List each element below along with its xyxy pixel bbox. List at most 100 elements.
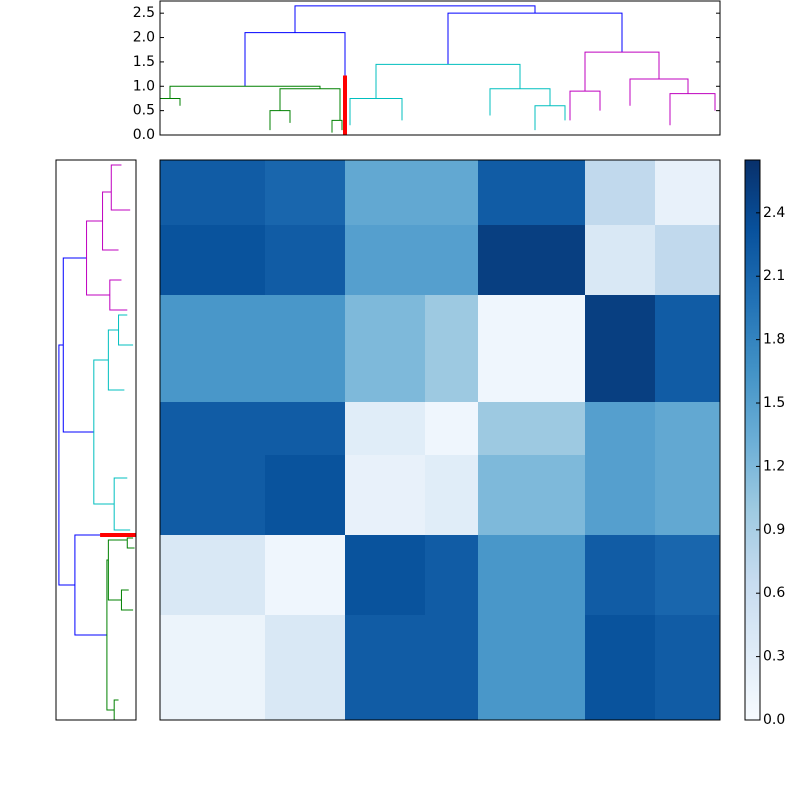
dendrogram-link xyxy=(584,51,660,92)
heatmap-cell xyxy=(478,295,586,403)
dendrogram-link xyxy=(74,534,107,636)
colorbar-tick-label: 1.5 xyxy=(763,395,785,411)
dendrogram-link xyxy=(269,110,291,131)
heatmap-cell xyxy=(478,615,586,721)
heatmap-cell xyxy=(345,225,426,296)
heatmap-frame xyxy=(159,159,721,721)
heatmap-cell xyxy=(160,402,266,456)
y-tick-label: 1.5 xyxy=(133,54,155,70)
heatmap-cell xyxy=(425,295,479,403)
dendrogram-link xyxy=(58,344,75,586)
colorbar-tick-label: 0.3 xyxy=(763,649,785,665)
heatmap-cell xyxy=(585,535,656,616)
y-tick-label: 0.0 xyxy=(133,127,155,143)
heatmap-cell xyxy=(160,225,266,296)
dendrogram-link xyxy=(375,63,521,99)
heatmap-cell xyxy=(478,402,586,456)
heatmap-cell xyxy=(425,160,479,226)
dendrogram-link xyxy=(669,93,716,126)
colorbar-tick-label: 0.0 xyxy=(763,712,785,728)
dendrogram-link xyxy=(489,88,551,116)
heatmap-cell xyxy=(160,160,266,226)
heatmap-cell xyxy=(425,225,479,296)
dendrogram-link xyxy=(331,119,343,133)
dendrogram-link xyxy=(120,589,134,611)
heatmap-cell xyxy=(265,615,346,721)
y-tick-label: 0.5 xyxy=(133,103,155,119)
dendrogram-frame xyxy=(159,0,721,136)
heatmap-cell xyxy=(585,225,656,296)
heatmap-cell xyxy=(160,615,266,721)
heatmap-cell xyxy=(160,455,266,536)
heatmap-cell xyxy=(478,225,586,296)
dendrogram-link xyxy=(110,164,131,211)
colorbar-tick-label: 0.6 xyxy=(763,585,785,601)
colorbar-tick-label: 2.4 xyxy=(763,205,785,221)
dendrogram-link xyxy=(343,75,347,135)
dendrogram-link xyxy=(106,559,115,711)
heatmap-cell xyxy=(425,535,479,616)
dendrogram-link xyxy=(62,257,94,433)
dendrogram-link xyxy=(86,220,110,296)
dendrogram-link xyxy=(100,533,136,537)
heatmap-cell xyxy=(160,535,266,616)
heatmap-cell xyxy=(265,535,346,616)
heatmap-cell xyxy=(345,615,426,721)
heatmap-cell xyxy=(655,225,721,296)
dendrogram-link xyxy=(113,477,131,531)
heatmap-cell xyxy=(265,160,346,226)
heatmap-cell xyxy=(265,295,346,403)
heatmap-cell xyxy=(585,160,656,226)
heatmap-cell xyxy=(265,402,346,456)
heatmap-cell xyxy=(265,225,346,296)
heatmap-cell xyxy=(655,160,721,226)
dendrogram-frame xyxy=(55,159,137,721)
dendrogram-link xyxy=(169,85,321,99)
heatmap-cell xyxy=(345,535,426,616)
heatmap-cell xyxy=(425,455,479,536)
dendrogram-link xyxy=(109,279,128,311)
heatmap-cell xyxy=(585,455,656,536)
dendrogram-link xyxy=(118,314,134,346)
dendrogram-link xyxy=(294,5,536,33)
dendrogram-link xyxy=(349,97,403,126)
dendrogram-link xyxy=(279,88,341,121)
y-tick-label: 1.0 xyxy=(133,78,155,94)
dendrogram-link xyxy=(113,699,131,721)
heatmap-cell xyxy=(585,615,656,721)
dendrogram-link xyxy=(534,105,566,131)
heatmap-cell xyxy=(345,160,426,226)
heatmap-cell xyxy=(655,295,721,403)
heatmap-cell xyxy=(265,455,346,536)
dendrogram-link xyxy=(569,90,601,121)
dendrogram-link xyxy=(159,97,181,126)
heatmap-cell xyxy=(425,615,479,721)
dendrogram-link xyxy=(102,191,119,251)
dendrogram-link xyxy=(126,537,135,549)
dendrogram-link xyxy=(107,329,125,391)
heatmap-cell xyxy=(345,295,426,403)
colorbar-frame xyxy=(744,159,761,721)
heatmap-cell xyxy=(345,455,426,536)
y-tick-label: 2.5 xyxy=(133,5,155,21)
colorbar xyxy=(745,160,760,720)
colorbar-tick-label: 2.1 xyxy=(763,268,785,284)
heatmap-cell xyxy=(160,295,266,403)
heatmap-cell xyxy=(585,295,656,403)
heatmap-cell xyxy=(655,402,721,456)
heatmap-cell xyxy=(478,535,586,616)
heatmap-cell xyxy=(478,160,586,226)
heatmap-cell xyxy=(655,455,721,536)
heatmap-cell xyxy=(585,402,656,456)
heatmap-cell xyxy=(425,402,479,456)
heatmap-cell xyxy=(345,402,426,456)
y-tick-label: 2.0 xyxy=(133,30,155,46)
heatmap-cell xyxy=(655,535,721,616)
heatmap-cell xyxy=(655,615,721,721)
colorbar-tick-label: 0.9 xyxy=(763,522,785,538)
colorbar-tick-label: 1.8 xyxy=(763,332,785,348)
dendrogram-link xyxy=(629,78,689,106)
dendrogram-link xyxy=(447,12,623,65)
dendrogram-link xyxy=(107,539,128,601)
